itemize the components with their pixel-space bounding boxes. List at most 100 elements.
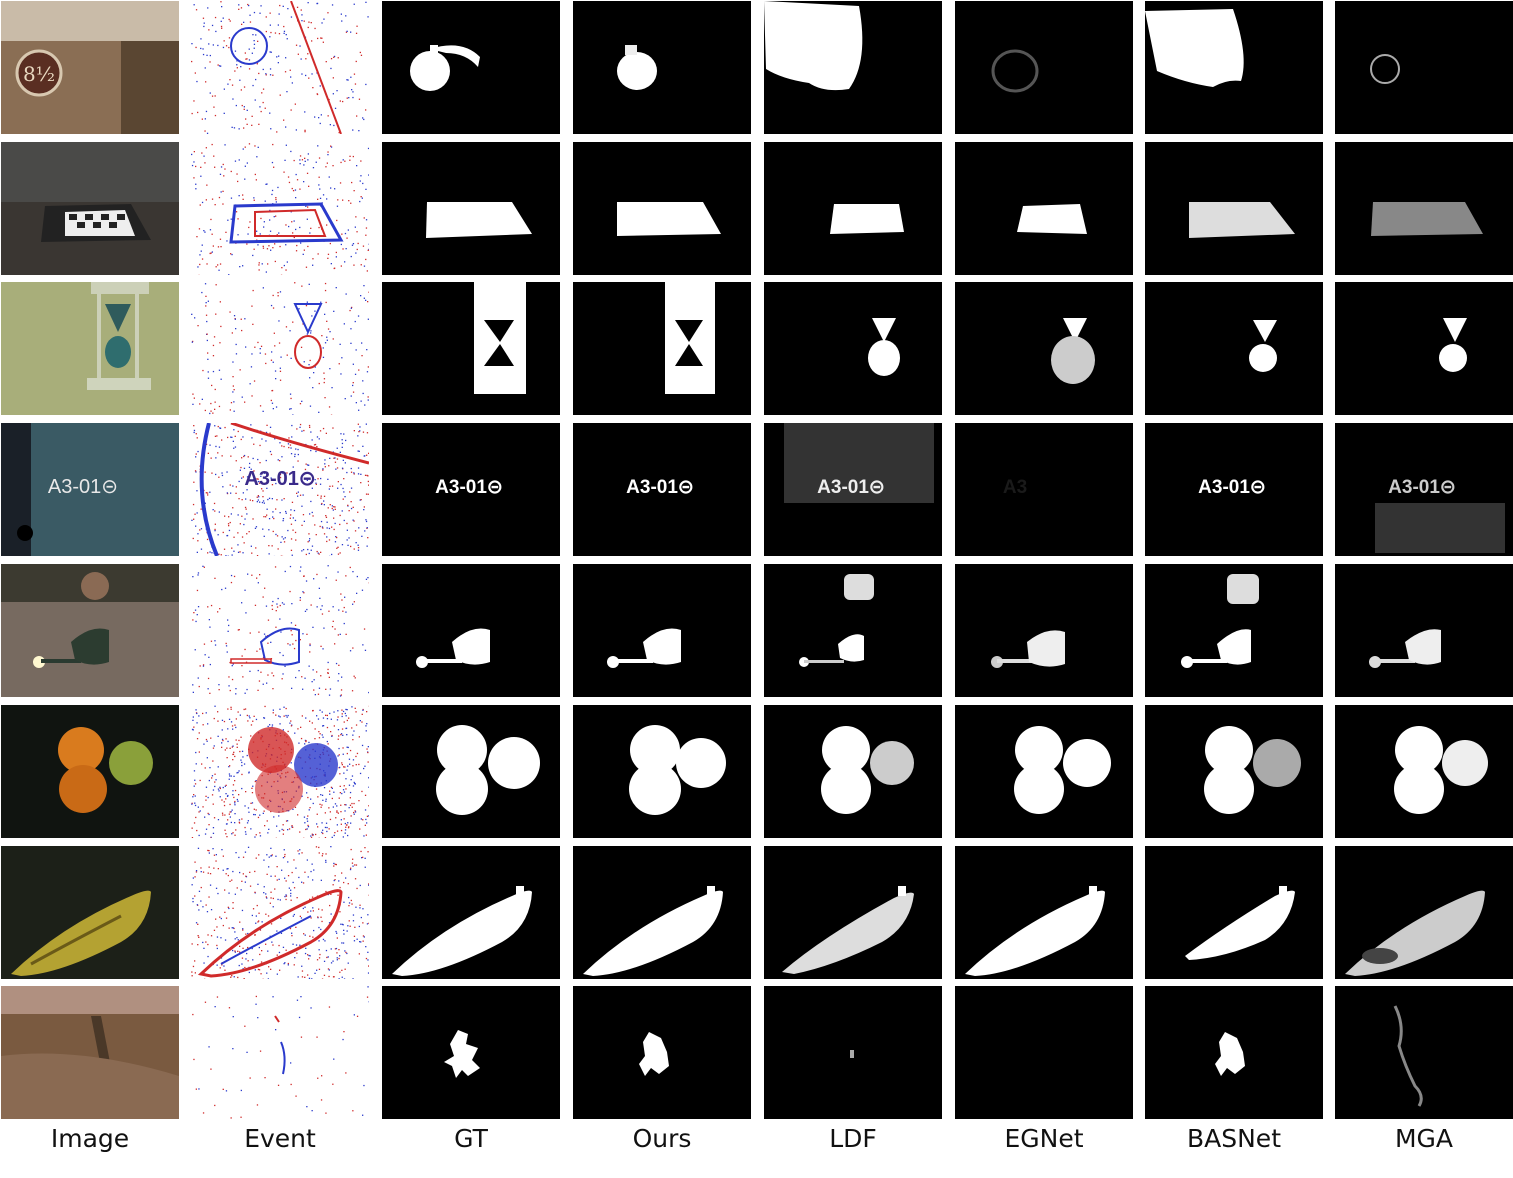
cell-platform-sign-ours [573,1,751,134]
panel-image [191,282,369,415]
cell-door-sign-ldf: A3-01⊝ [764,423,942,556]
cell-checkerboard-ldf [764,142,942,275]
cell-watering-can-mga [1335,564,1513,697]
panel-image [382,282,560,415]
cell-leaf-basnet [1145,986,1323,1119]
panel-image [573,986,751,1119]
svg-text:A3-01⊝: A3-01⊝ [1198,477,1266,498]
svg-text:A3-01⊝: A3-01⊝ [817,477,885,498]
cell-leaf-gt [382,986,560,1119]
cell-hourglass-gt [382,282,560,415]
panel-image [1145,846,1323,979]
panel-image [1335,564,1513,697]
panel-image [1,564,179,697]
panel-image [573,846,751,979]
panel-image: A3-01⊝ [1,423,179,556]
cell-platform-sign-image: 8½ [1,1,179,134]
panel-image [955,705,1133,838]
panel-image [191,986,369,1119]
panel-image: A3-01⊝ [191,423,369,556]
panel-image [1,282,179,415]
panel-image: A3-01⊝ [573,423,751,556]
cell-hourglass-event [191,282,369,415]
panel-image [955,986,1133,1119]
panel-image: A3-01⊝ [764,423,942,556]
panel-image [764,1,942,134]
panel-image [382,142,560,275]
cell-checkerboard-basnet [1145,142,1323,275]
panel-image [573,1,751,134]
cell-hourglass-ours [573,282,751,415]
cell-door-sign-image: A3-01⊝ [1,423,179,556]
cell-leaf-ldf [764,986,942,1119]
cell-platform-sign-event [191,1,369,134]
column-label-mga: MGA [1394,1124,1454,1153]
cell-fruits-gt [382,705,560,838]
panel-image [382,846,560,979]
cell-hourglass-image [1,282,179,415]
cell-checkerboard-gt [382,142,560,275]
panel-image [1145,564,1323,697]
cell-door-sign-ours: A3-01⊝ [573,423,751,556]
cell-fruits-image [1,705,179,838]
cell-watering-can-ldf [764,564,942,697]
cell-banana-event [191,846,369,979]
panel-image [1335,705,1513,838]
cell-checkerboard-ours [573,142,751,275]
panel-image [382,986,560,1119]
cell-checkerboard-mga [1335,142,1513,275]
panel-image [573,705,751,838]
panel-image [1145,1,1323,134]
panel-image [764,846,942,979]
column-label-ours: Ours [632,1124,692,1153]
column-label-event: Event [244,1124,316,1153]
panel-image [1,705,179,838]
panel-image: A3 [955,423,1133,556]
column-label-ldf: LDF [829,1124,877,1153]
cell-banana-ours [573,846,751,979]
cell-door-sign-egnet: A3 [955,423,1133,556]
cell-door-sign-basnet: A3-01⊝ [1145,423,1323,556]
panel-image [382,1,560,134]
cell-door-sign-mga: A3-01⊝ [1335,423,1513,556]
cell-watering-can-event [191,564,369,697]
panel-image [191,846,369,979]
cell-hourglass-mga [1335,282,1513,415]
panel-image [1145,282,1323,415]
panel-image [1335,1,1513,134]
cell-fruits-basnet [1145,705,1323,838]
column-label-egnet: EGNet [1004,1124,1084,1153]
cell-fruits-event [191,705,369,838]
cell-platform-sign-basnet [1145,1,1323,134]
svg-text:A3-01⊝: A3-01⊝ [435,477,503,498]
panel-image [764,282,942,415]
panel-image: A3-01⊝ [1145,423,1323,556]
cell-banana-image [1,846,179,979]
cell-watering-can-gt [382,564,560,697]
cell-platform-sign-egnet [955,1,1133,134]
cell-leaf-mga [1335,986,1513,1119]
cell-checkerboard-egnet [955,142,1133,275]
panel-image [955,1,1133,134]
cell-hourglass-egnet [955,282,1133,415]
cell-platform-sign-gt [382,1,560,134]
panel-image [191,564,369,697]
cell-banana-basnet [1145,846,1323,979]
panel-image [573,564,751,697]
cell-banana-ldf [764,846,942,979]
panel-image [1335,282,1513,415]
cell-door-sign-event: A3-01⊝ [191,423,369,556]
cell-leaf-image [1,986,179,1119]
panel-image [382,705,560,838]
cell-watering-can-basnet [1145,564,1323,697]
svg-text:A3-01⊝: A3-01⊝ [1388,477,1456,498]
svg-text:A3-01⊝: A3-01⊝ [244,468,315,490]
cell-fruits-ldf [764,705,942,838]
panel-image [1145,986,1323,1119]
panel-image [1145,705,1323,838]
panel-image [955,564,1133,697]
panel-image [764,705,942,838]
column-label-gt: GT [454,1124,488,1153]
panel-image [764,986,942,1119]
cell-watering-can-egnet [955,564,1133,697]
